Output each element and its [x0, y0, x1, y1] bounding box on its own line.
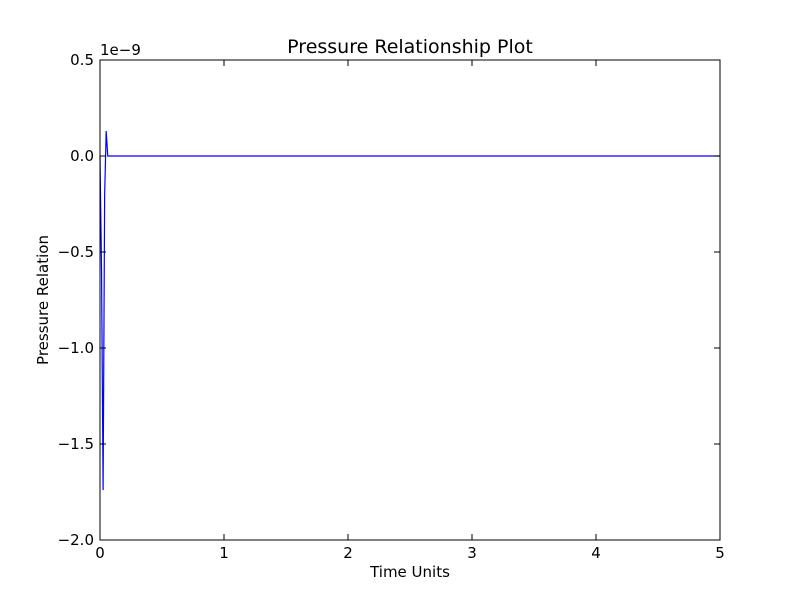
y-tick-label: 0.0 — [70, 147, 94, 165]
x-tick-label: 1 — [219, 544, 229, 562]
y-tick-label: 0.5 — [70, 51, 94, 69]
chart-title: Pressure Relationship Plot — [287, 36, 533, 58]
series-line-0 — [99, 131, 720, 491]
x-tick-label: 5 — [715, 544, 725, 562]
x-tick-label: 0 — [95, 544, 105, 562]
x-tick-label: 3 — [467, 544, 477, 562]
x-tick-label: 2 — [343, 544, 353, 562]
x-tick-label: 4 — [591, 544, 601, 562]
y-tick-label: −1.0 — [58, 339, 94, 357]
y-axis-label: Pressure Relation — [34, 235, 52, 365]
y-axis-offset-label: 1e−9 — [100, 41, 141, 59]
plot-frame — [99, 59, 721, 541]
ticks-layer: 0 1 2 3 4 5 −2.0 −1.5 −1.0 −0.5 0.0 0.5 — [58, 51, 725, 562]
x-axis-label: Time Units — [369, 563, 450, 581]
y-tick-label: −1.5 — [58, 435, 94, 453]
y-tick-label: −2.0 — [58, 531, 94, 549]
series-layer — [99, 131, 720, 491]
y-tick-label: −0.5 — [58, 243, 94, 261]
